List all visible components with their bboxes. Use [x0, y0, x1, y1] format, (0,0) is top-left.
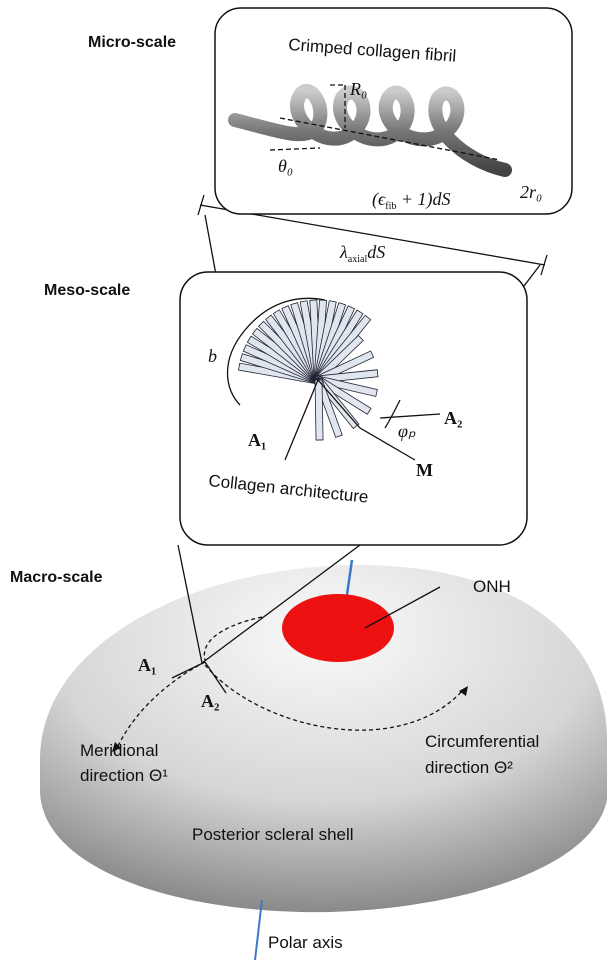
shell-label: Posterior scleral shell: [192, 825, 354, 844]
radius-label: R₀: [349, 79, 367, 99]
macro-a2: A₂: [201, 691, 219, 711]
stretch-label: (ϵfib + 1)dS: [372, 189, 451, 212]
dashed-ring: [203, 616, 263, 661]
polar-axis-bottom: [254, 899, 263, 960]
meridional-line-2: direction Θ¹: [80, 766, 168, 785]
meso-label: Meso-scale: [44, 282, 130, 299]
phi-label: φₚ: [398, 421, 416, 441]
meso-a1: A₁: [248, 430, 266, 450]
m-label: M: [416, 460, 433, 480]
onh-label: ONH: [473, 577, 511, 596]
macro-label: Macro-scale: [10, 569, 103, 586]
axial-label: λaxialdS: [339, 242, 385, 265]
scleral-shell: [40, 565, 607, 913]
stretch-sub: fib: [385, 201, 396, 212]
axial-dimension: [197, 194, 548, 276]
onh-pointer: [364, 586, 441, 629]
local-basis: [171, 661, 227, 694]
macro-a1: A₁: [138, 655, 156, 675]
axial-sub: axial: [348, 254, 368, 265]
micro-label: Micro-scale: [88, 34, 176, 51]
onh: [282, 594, 394, 662]
meso-vectors: [284, 379, 441, 461]
fibril-helix: [228, 84, 512, 177]
circumferential-arrow: [204, 664, 464, 731]
b-label: b: [208, 346, 217, 366]
axial-tail: dS: [367, 242, 385, 262]
fiber: [314, 379, 324, 441]
circumferential-line-1: Circumferential: [425, 732, 539, 751]
stretch-symbol: ϵ: [378, 189, 386, 209]
circumferential-line-2: direction Θ²: [425, 758, 513, 777]
meridional-line-1: Meridional: [80, 741, 158, 760]
stretch-open: (: [372, 189, 379, 210]
axial-symbol: λ: [339, 242, 348, 262]
meso-a2: A₂: [444, 408, 462, 428]
polar-label: Polar axis: [268, 933, 343, 952]
connectors: [177, 214, 541, 664]
thickness-label: 2r₀: [520, 182, 542, 202]
micro-box: [214, 7, 573, 215]
meso-arcs: [226, 297, 401, 429]
angle-label: θ₀: [278, 156, 293, 176]
stretch-tail: + 1)dS: [396, 189, 450, 210]
